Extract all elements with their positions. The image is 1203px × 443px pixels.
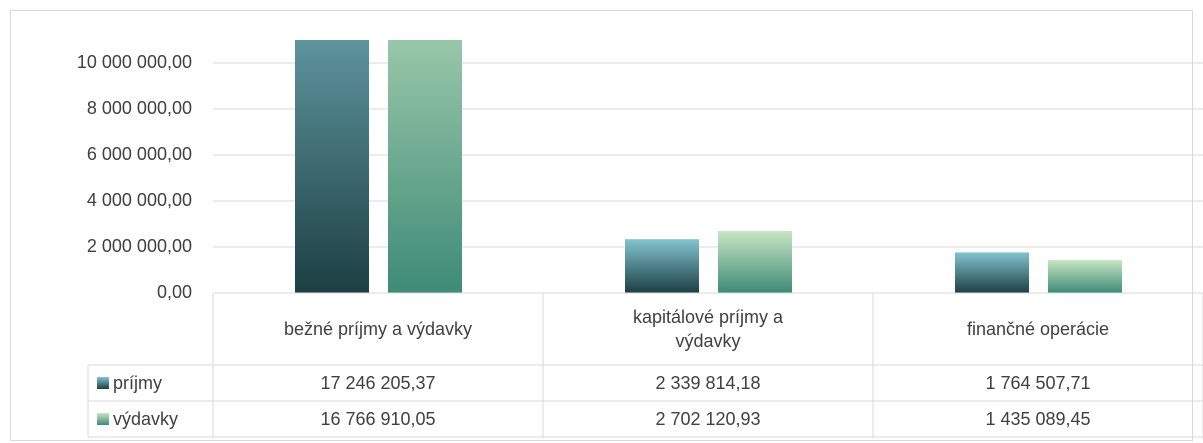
y-tick-label: 6 000 000,00 [87,144,192,164]
table-value: 17 246 205,37 [320,373,435,393]
y-tick-label: 2 000 000,00 [87,236,192,256]
legend-label: príjmy [113,373,162,393]
category-label-box: bežné príjmy a výdavky [213,293,543,365]
bar [625,239,699,293]
legend-swatch [97,413,109,425]
table-value: 1 764 507,71 [985,373,1090,393]
bar [955,252,1029,293]
category-label-box: kapitálové príjmy a výdavky [543,293,873,365]
category-cell: bežné príjmy a výdavky [213,293,543,365]
bar [1048,259,1122,293]
table-value: 16 766 910,05 [320,409,435,429]
legend-swatch [97,377,109,389]
category-cell: kapitálové príjmy a výdavky [543,293,873,365]
bar [388,40,462,293]
category-label-box: finančné operácie [873,293,1203,365]
table-value: 2 339 814,18 [655,373,760,393]
x-tick-label: finančné operácie [966,319,1110,339]
y-tick-label: 4 000 000,00 [87,190,192,210]
category-cell: finančné operácie [873,293,1203,365]
y-tick-label: 8 000 000,00 [87,98,192,118]
bars [295,40,1122,293]
bar [718,230,792,293]
legend-label: výdavky [113,409,178,429]
x-tick-label: kapitálové príjmy a výdavky [632,307,784,351]
bar [295,40,369,293]
y-tick-label: 10 000 000,00 [77,52,192,72]
table-value: 1 435 089,45 [985,409,1090,429]
chart-frame [10,10,1193,441]
y-tick-label: 0,00 [157,282,192,302]
x-tick-label: bežné príjmy a výdavky [283,319,473,339]
table-value: 2 702 120,93 [655,409,760,429]
data-table: bežné príjmy a výdavky kapitálové príjmy … [87,292,1203,438]
